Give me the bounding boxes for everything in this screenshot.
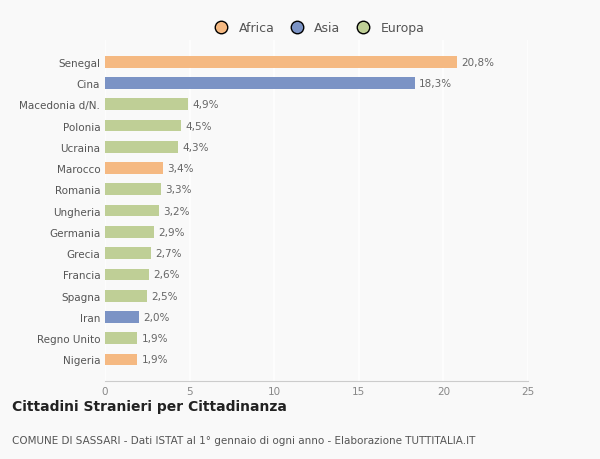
Text: 2,7%: 2,7% — [155, 249, 181, 258]
Text: 3,2%: 3,2% — [163, 206, 190, 216]
Legend: Africa, Asia, Europa: Africa, Asia, Europa — [203, 17, 430, 40]
Text: 18,3%: 18,3% — [419, 79, 452, 89]
Text: 4,5%: 4,5% — [185, 121, 212, 131]
Bar — [105, 333, 137, 344]
Bar — [105, 163, 163, 174]
Text: 3,3%: 3,3% — [165, 185, 191, 195]
Bar — [105, 354, 137, 365]
Text: Cittadini Stranieri per Cittadinanza: Cittadini Stranieri per Cittadinanza — [12, 399, 287, 413]
Text: 2,6%: 2,6% — [153, 270, 180, 280]
Bar — [105, 248, 151, 259]
Bar — [105, 120, 181, 132]
Bar — [105, 99, 188, 111]
Bar — [105, 227, 154, 238]
Bar — [105, 205, 159, 217]
Bar — [105, 290, 148, 302]
Text: 2,0%: 2,0% — [143, 312, 169, 322]
Text: 1,9%: 1,9% — [142, 355, 168, 365]
Text: 4,3%: 4,3% — [182, 142, 208, 152]
Text: 2,5%: 2,5% — [152, 291, 178, 301]
Bar — [105, 57, 457, 68]
Text: 2,9%: 2,9% — [158, 227, 185, 237]
Text: 4,9%: 4,9% — [192, 100, 218, 110]
Bar — [105, 78, 415, 90]
Text: 1,9%: 1,9% — [142, 334, 168, 343]
Text: 20,8%: 20,8% — [461, 57, 494, 67]
Bar — [105, 142, 178, 153]
Bar — [105, 311, 139, 323]
Bar — [105, 184, 161, 196]
Text: COMUNE DI SASSARI - Dati ISTAT al 1° gennaio di ogni anno - Elaborazione TUTTITA: COMUNE DI SASSARI - Dati ISTAT al 1° gen… — [12, 435, 475, 445]
Text: 3,4%: 3,4% — [167, 164, 193, 174]
Bar — [105, 269, 149, 280]
